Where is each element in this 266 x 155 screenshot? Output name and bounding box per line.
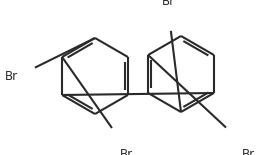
- Text: Br: Br: [5, 69, 18, 82]
- Text: Br: Br: [161, 0, 174, 8]
- Text: Br: Br: [119, 148, 132, 155]
- Text: Br: Br: [242, 148, 255, 155]
